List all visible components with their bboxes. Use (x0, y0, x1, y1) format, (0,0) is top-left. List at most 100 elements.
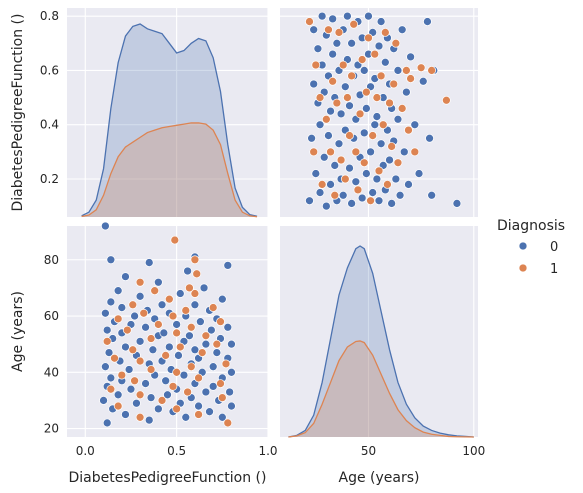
scatter-point-0 (336, 109, 346, 119)
scatter-point-1 (336, 155, 346, 165)
scatter-point-0 (414, 169, 424, 178)
scatter-point-0 (121, 272, 130, 281)
legend-label-1: 1 (550, 262, 558, 277)
scatter-point-0 (113, 286, 123, 296)
x-tick-label: 50 (361, 444, 376, 458)
scatter-point-1 (391, 38, 401, 48)
scatter-point-0 (101, 362, 110, 372)
scatter-point-1 (135, 356, 145, 366)
scatter-point-0 (345, 101, 354, 111)
scatter-point-0 (190, 345, 200, 355)
kde-area-1 (288, 340, 474, 437)
scatter-point-1 (334, 28, 344, 37)
scatter-point-0 (397, 25, 407, 35)
scatter-point-0 (130, 311, 139, 321)
scatter-point-0 (380, 57, 390, 67)
scatter-point-0 (223, 261, 233, 270)
scatter-point-0 (305, 196, 314, 206)
scatter-point-1 (146, 334, 156, 343)
scatter-point-1 (362, 87, 371, 97)
kde-area-0 (288, 246, 474, 437)
scatter-point-0 (404, 180, 413, 189)
scatter-point-1 (351, 147, 361, 157)
scatter-point-1 (175, 342, 185, 352)
scatter-point-0 (104, 348, 114, 357)
scatter-point-1 (364, 33, 373, 43)
scatter-point-0 (385, 155, 394, 165)
scatter-point-0 (374, 41, 384, 51)
x-tick-label: 1.0 (258, 444, 277, 458)
scatter-point-1 (305, 17, 314, 26)
scatter-point-0 (343, 11, 352, 21)
scatter-point-1 (338, 60, 348, 70)
scatter-point-0 (144, 258, 154, 267)
scatter-point-1 (201, 331, 211, 341)
scatter-point-1 (172, 367, 181, 377)
scatter-point-1 (404, 125, 413, 135)
y-tick-label: 0.6 (40, 63, 59, 77)
scatter-point-0 (326, 180, 335, 189)
scatter-point-1 (406, 74, 415, 83)
scatter-point-1 (135, 277, 145, 287)
scatter-point-0 (113, 390, 123, 400)
scatter-point-0 (406, 52, 415, 62)
scatter-point-1 (387, 142, 396, 151)
scatter-point-1 (353, 185, 363, 195)
scatter-point-1 (427, 66, 437, 75)
scatter-point-0 (146, 393, 156, 402)
scatter-point-1 (110, 353, 119, 363)
scatter-point-0 (174, 351, 183, 360)
scatter-point-0 (157, 300, 167, 310)
scatter-point-0 (227, 367, 236, 377)
scatter-point-0 (393, 114, 403, 124)
scatter-point-0 (332, 38, 342, 48)
scatter-point-0 (347, 199, 356, 208)
scatter-point-1 (194, 410, 203, 419)
scatter-point-0 (208, 362, 218, 372)
scatter-point-0 (452, 199, 462, 208)
scatter-point-0 (330, 161, 340, 170)
scatter-point-1 (186, 322, 196, 332)
panels-layer: 0.2 0.4 0.6 0.8 0.0 0.5 1.0 20 40 60 80 50 100 Diabet… (10, 0, 485, 486)
scatter-point-0 (101, 221, 110, 231)
scatter-point-0 (185, 331, 194, 341)
y-tick-label: 80 (44, 253, 59, 267)
scatter-point-1 (150, 286, 160, 296)
scatter-point-0 (121, 410, 130, 419)
y-tick-label: 40 (44, 365, 59, 379)
scatter-point-0 (175, 289, 185, 298)
scatter-point-1 (117, 370, 127, 380)
scatter-point-0 (227, 339, 236, 349)
legend-title: Diagnosis (497, 218, 565, 234)
scatter-point-1 (186, 362, 196, 372)
scatter-point-1 (192, 269, 202, 279)
scatter-point-0 (418, 76, 428, 86)
scatter-point-0 (106, 297, 116, 307)
scatter-point-1 (442, 95, 451, 105)
scatter-point-0 (164, 342, 174, 352)
scatter-point-1 (181, 306, 191, 315)
scatter-point-0 (402, 87, 411, 97)
scatter-point-0 (315, 120, 325, 130)
scatter-point-1 (146, 365, 156, 374)
scatter-point-0 (376, 17, 386, 26)
scatter-point-1 (135, 412, 145, 422)
y-tick-label: 0.8 (40, 9, 59, 23)
scatter-point-0 (102, 418, 112, 428)
scatter-point-1 (190, 289, 200, 298)
scatter-point-1 (349, 19, 359, 29)
scatter-point-1 (366, 196, 375, 206)
scatter-point-0 (313, 44, 323, 54)
scatter-point-0 (326, 106, 335, 116)
scatter-point-1 (106, 384, 116, 394)
scatter-point-0 (315, 188, 325, 197)
scatter-point-1 (161, 351, 171, 360)
scatter-point-0 (374, 196, 384, 206)
scatter-point-0 (334, 139, 344, 149)
scatter-point-0 (376, 139, 386, 149)
scatter-point-1 (328, 76, 338, 86)
panel-background (280, 226, 478, 437)
scatter-point-0 (423, 17, 432, 26)
scatter-point-0 (328, 14, 338, 24)
scatter-point-1 (135, 390, 145, 400)
